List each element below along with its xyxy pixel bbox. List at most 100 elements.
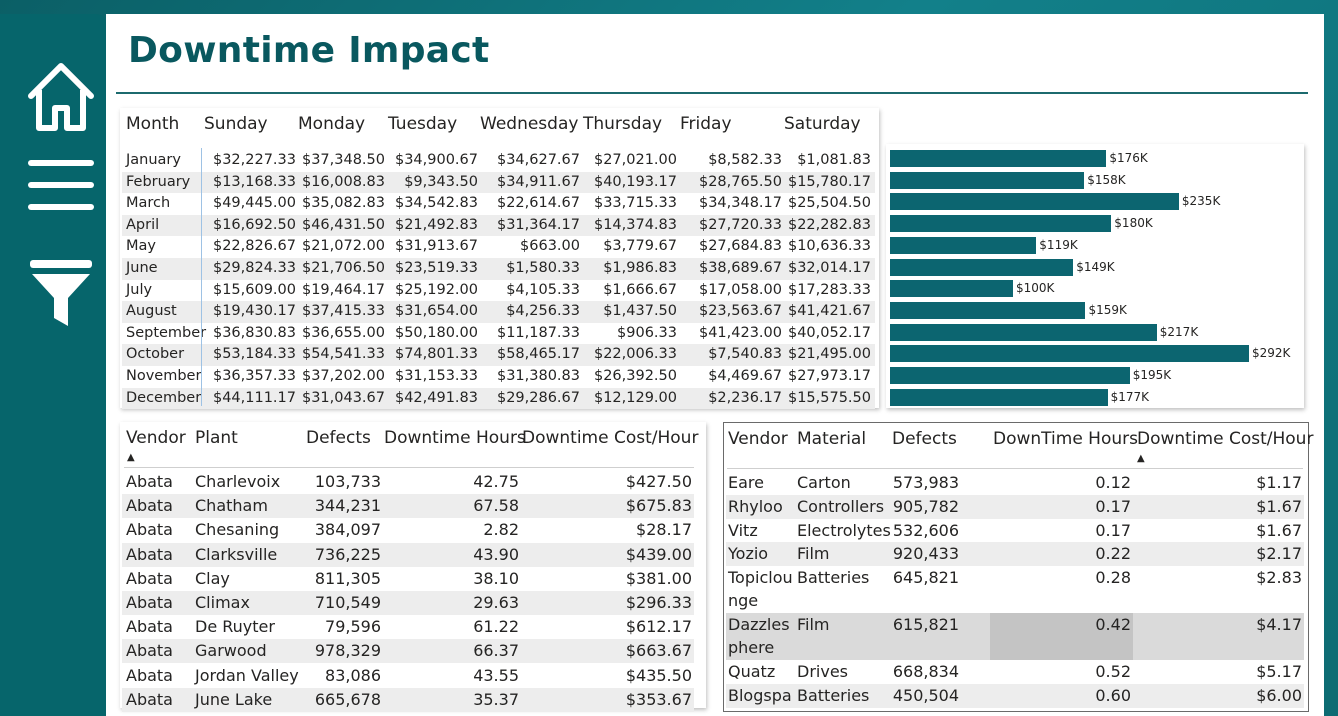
bar-september[interactable]: [890, 323, 1157, 341]
material-vendor-cell: Vitz: [728, 519, 758, 542]
material-column-header[interactable]: Downtime Cost/Hour: [1137, 429, 1314, 449]
matrix-cell: $17,058.00: [698, 281, 782, 298]
vendor-name-line: Eare: [728, 473, 764, 492]
material-table-row: Quatz Drives 668,834 0.52 $5.17: [726, 660, 1304, 684]
matrix-row: July $15,609.00 $19,464.17 $25,192.00 $4,105…: [122, 280, 875, 302]
bar-april[interactable]: [890, 215, 1112, 233]
plant-column-header[interactable]: Plant: [195, 428, 238, 448]
matrix-cell: $4,105.33: [506, 281, 580, 298]
bar-data-label: $235K: [1181, 194, 1221, 209]
matrix-row: February $13,168.33 $16,008.83 $9,343.50 $34…: [122, 171, 875, 194]
material-column-header[interactable]: Vendor: [728, 429, 788, 449]
plant-table-row: Abata Climax 710,549 29.63 $296.33: [122, 591, 694, 615]
plant-cell: Abata: [126, 496, 173, 516]
bar-june[interactable]: [890, 258, 1074, 276]
matrix-column-header[interactable]: Wednesday: [480, 114, 579, 134]
plant-cell: 736,225: [314, 544, 381, 564]
matrix-cell: $19,464.17: [301, 281, 385, 298]
material-column-header[interactable]: DownTime Hours: [993, 429, 1138, 449]
plant-cell: 344,231: [314, 496, 381, 516]
matrix-column-header[interactable]: Tuesday: [388, 114, 458, 134]
matrix-cell: $31,043.67: [301, 389, 385, 406]
matrix-cell: $1,666.67: [603, 281, 677, 298]
weekday-matrix[interactable]: Month Sunday Monday Tuesday Wednesday Thursda…: [120, 108, 879, 410]
nav-sidebar: [0, 14, 106, 716]
bar-data-label: $195K: [1132, 368, 1172, 382]
matrix-cell: $29,286.67: [496, 389, 580, 406]
plant-column-header[interactable]: Vendor: [126, 428, 186, 448]
sort-ascending-icon[interactable]: ▲: [1137, 453, 1145, 464]
material-vendor-cell: Eare: [728, 471, 764, 494]
matrix-cell: $17,283.33: [787, 281, 871, 298]
plant-downtime-table[interactable]: Vendor Plant Defects Downtime Hours Downtime…: [120, 422, 706, 712]
matrix-cell: $36,655.00: [301, 324, 385, 341]
material-table-row: Yozio Film 920,433 0.22 $2.17: [726, 542, 1304, 567]
bar-november[interactable]: [890, 367, 1130, 384]
matrix-cell: $44,111.17: [212, 389, 296, 406]
matrix-row-header: October: [126, 346, 185, 363]
matrix-cell: $35,082.83: [301, 195, 385, 212]
material-cost-cell: $1.67: [1256, 496, 1302, 516]
matrix-cell: $21,492.83: [394, 216, 478, 233]
bar-july[interactable]: [890, 280, 1013, 298]
matrix-row-header: November: [126, 368, 202, 384]
bar-august[interactable]: [890, 301, 1086, 319]
material-column-header[interactable]: Defects: [892, 429, 957, 449]
material-table-row: Dazzles phere Film 615,821 0.42 $4.17: [726, 613, 1304, 661]
bar-january[interactable]: [890, 150, 1107, 167]
plant-column-header[interactable]: Defects: [306, 428, 371, 448]
sort-ascending-icon[interactable]: ▲: [127, 452, 135, 463]
material-hours-cell: 0.12: [1095, 473, 1131, 492]
material-defects-cell: 920,433: [892, 544, 959, 564]
bar-february[interactable]: [890, 171, 1085, 189]
plant-cell: 66.37: [473, 641, 519, 661]
plant-table-row: Abata Chatham 344,231 67.58 $675.83: [122, 494, 694, 519]
material-column-header[interactable]: Material: [797, 429, 867, 449]
plant-cell: 384,097: [314, 520, 381, 540]
plant-cell: $381.00: [625, 568, 692, 588]
monthly-bar-chart[interactable]: $176K $158K $235K $180K $119K $149K $100K $159K…: [886, 144, 1304, 408]
material-defects-cell: 573,983: [892, 473, 959, 492]
matrix-column-header[interactable]: Friday: [680, 114, 732, 134]
matrix-row-header: September: [126, 324, 207, 341]
plant-cell: 103,733: [314, 472, 381, 491]
plant-cell: $663.67: [625, 641, 692, 661]
vendor-name-line: Vitz: [728, 520, 758, 540]
matrix-column-header[interactable]: Monday: [298, 114, 366, 134]
matrix-cell: $37,415.33: [301, 303, 385, 320]
matrix-column-header[interactable]: Sunday: [204, 114, 268, 134]
material-hours-cell: 0.60: [1095, 686, 1131, 705]
material-material-cell: Film: [797, 615, 830, 635]
material-downtime-table[interactable]: Vendor Material Defects DownTime Hours Downt…: [723, 422, 1313, 712]
bar-december[interactable]: [890, 388, 1108, 406]
bar-data-label: $180K: [1114, 216, 1153, 231]
bar-may[interactable]: [890, 236, 1037, 254]
matrix-cell: $34,542.83: [394, 195, 478, 212]
matrix-cell: $32,014.17: [787, 260, 871, 276]
material-hours-cell: 0.28: [1095, 568, 1131, 588]
matrix-cell: $34,900.67: [394, 152, 478, 168]
material-cost-cell: $5.17: [1256, 662, 1302, 682]
bar-october[interactable]: [890, 345, 1249, 363]
bar-march[interactable]: [890, 193, 1179, 211]
matrix-cell: $4,469.67: [708, 368, 782, 384]
vendor-name-line: Topiclou: [728, 568, 793, 588]
matrix-column-header[interactable]: Month: [126, 114, 180, 134]
plant-cell: 35.37: [473, 689, 519, 709]
filter-icon[interactable]: [28, 258, 94, 330]
matrix-column-header[interactable]: Saturday: [784, 114, 861, 134]
menu-icon[interactable]: [26, 158, 96, 212]
matrix-cell: $663.00: [520, 238, 580, 255]
material-table-row: Vitz Electrolytes 532,606 0.17 $1.67: [726, 519, 1304, 543]
matrix-cell: $21,072.00: [301, 238, 385, 255]
matrix-cell: $16,008.83: [301, 173, 385, 190]
material-cost-cell: $1.17: [1256, 473, 1302, 492]
plant-column-header[interactable]: Downtime Hours: [384, 428, 526, 448]
matrix-cell: $36,357.33: [212, 368, 296, 384]
plant-column-header[interactable]: Downtime Cost/Hour: [522, 428, 699, 448]
matrix-cell: $19,430.17: [212, 303, 296, 320]
matrix-cell: $11,187.33: [496, 324, 580, 341]
home-icon[interactable]: [26, 60, 96, 134]
matrix-column-header[interactable]: Thursday: [583, 114, 663, 134]
matrix-cell: $31,364.17: [496, 216, 580, 233]
